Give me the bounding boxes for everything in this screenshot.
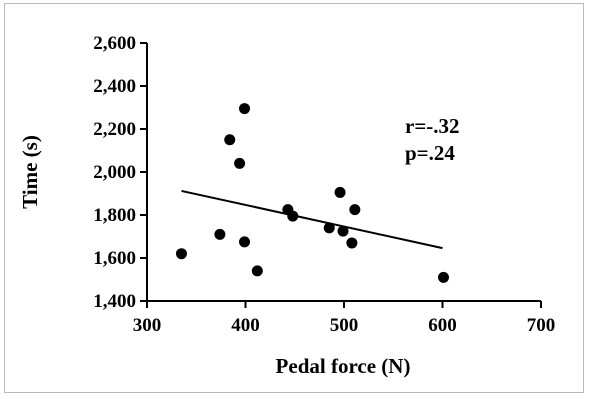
y-tick-label: 1,800 [93,205,136,226]
data-point [214,228,226,240]
data-point [287,210,299,222]
data-point [323,222,335,234]
y-tick-label: 2,200 [93,119,136,140]
y-tick-label: 2,600 [93,33,136,54]
data-point [349,204,361,216]
data-point [334,186,346,198]
regression-line-group [181,189,443,250]
y-tick-label: 1,600 [93,248,136,269]
data-point [239,103,251,115]
data-point [337,225,349,237]
x-tick-label: 700 [527,315,556,336]
y-axis-title: Time (s) [18,135,42,209]
y-tick-label: 1,400 [93,291,136,312]
data-point [224,134,236,146]
x-tick-label: 300 [133,315,162,336]
x-axis-title: Pedal force (N) [276,354,411,378]
y-axis: 1,400 1,600 1,800 2,000 2,200 2,400 2,600 [93,33,148,312]
x-tick-label: 600 [428,315,457,336]
data-point [437,271,449,283]
regression-line [181,189,443,250]
data-point [346,237,358,249]
annotation-r: r=-.32 [405,114,460,138]
x-tick-label: 500 [330,315,359,336]
data-point [234,157,246,169]
x-tick-label: 400 [231,315,260,336]
annotation-p: p=.24 [405,141,455,165]
chart-frame [4,3,584,393]
data-point [175,248,187,260]
data-point [251,265,263,277]
data-point [239,236,251,248]
y-tick-label: 2,400 [93,76,136,97]
x-axis: 300 400 500 600 700 [133,300,556,336]
data-points [175,103,449,283]
y-tick-label: 2,000 [93,162,136,183]
